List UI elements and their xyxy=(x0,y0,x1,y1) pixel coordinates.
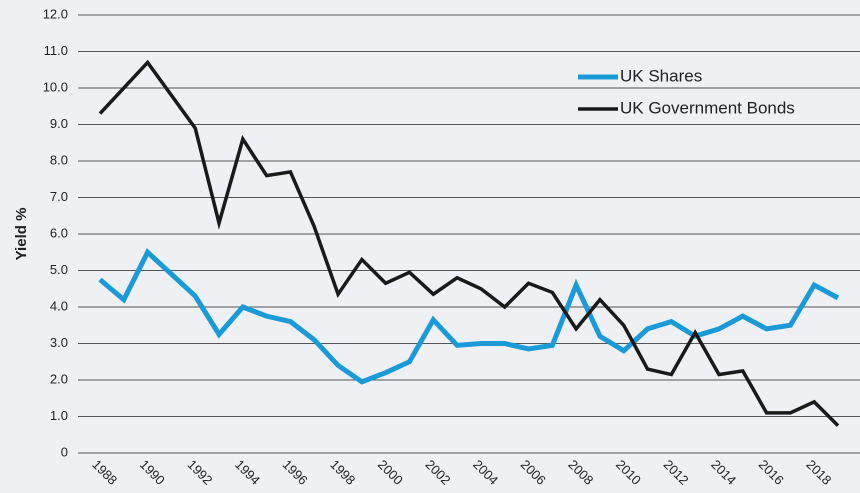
x-tick-label: 1996 xyxy=(280,457,311,488)
x-tick-label: 1988 xyxy=(89,457,120,488)
x-tick-label: 1994 xyxy=(232,457,263,488)
y-tick-label: 9.0 xyxy=(50,116,68,131)
x-tick-label: 2014 xyxy=(708,457,739,488)
y-tick-label: 5.0 xyxy=(50,262,68,277)
y-axis-label: Yield % xyxy=(13,208,30,261)
y-tick-label: 4.0 xyxy=(50,298,68,313)
x-tick-label: 2004 xyxy=(470,457,501,488)
y-tick-label: 3.0 xyxy=(50,335,68,350)
x-tick-label: 2006 xyxy=(518,457,549,488)
y-tick-label: 8.0 xyxy=(50,152,68,167)
y-tick-label: 6.0 xyxy=(50,225,68,240)
x-tick-label: 2002 xyxy=(423,457,454,488)
y-tick-label: 7.0 xyxy=(50,189,68,204)
x-tick-label: 2008 xyxy=(565,457,596,488)
x-tick-label: 2010 xyxy=(613,457,644,488)
x-tick-label: 2012 xyxy=(661,457,692,488)
y-tick-label: 12.0 xyxy=(43,6,68,21)
y-tick-label: 10.0 xyxy=(43,79,68,94)
y-tick-label: 0 xyxy=(61,444,68,459)
x-tick-label: 2018 xyxy=(803,457,834,488)
x-tick-label: 2000 xyxy=(375,457,406,488)
x-tick-label: 1992 xyxy=(184,457,215,488)
x-tick-label: 1998 xyxy=(327,457,358,488)
x-tick-label: 1990 xyxy=(137,457,168,488)
series-line xyxy=(98,59,840,427)
y-tick-label: 1.0 xyxy=(50,408,68,423)
legend-label: UK Shares xyxy=(620,66,702,85)
x-tick-label: 2016 xyxy=(756,457,787,488)
y-tick-label: 11.0 xyxy=(44,43,68,58)
series-line xyxy=(98,248,840,385)
legend-label: UK Government Bonds xyxy=(620,98,795,117)
y-tick-label: 2.0 xyxy=(50,371,68,386)
